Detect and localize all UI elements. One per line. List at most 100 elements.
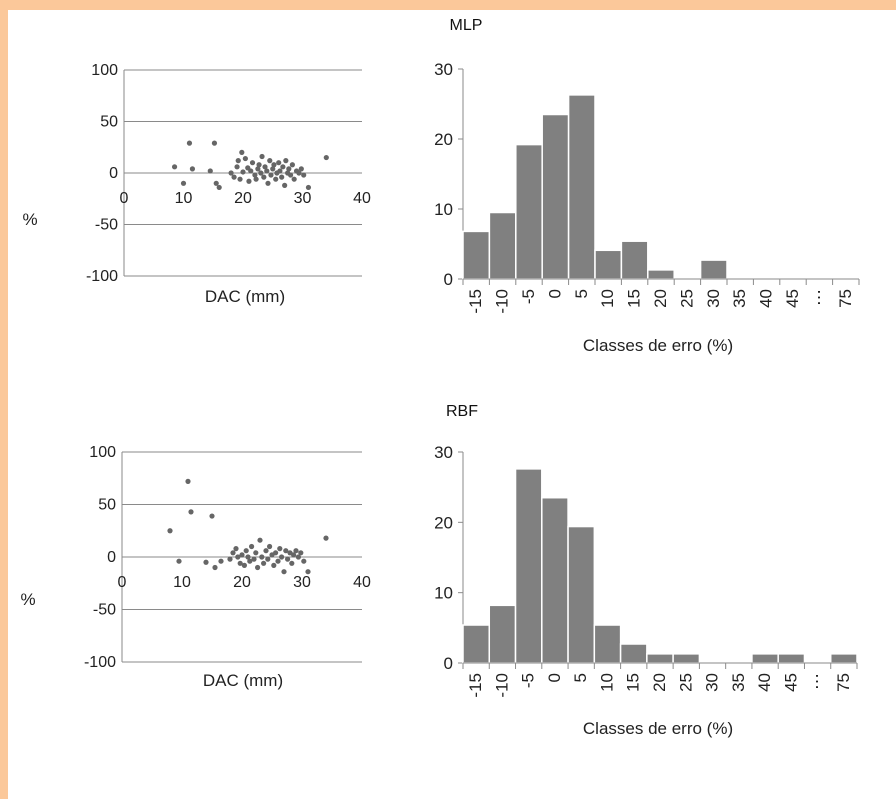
data-point-rbf-scatter-11 (235, 554, 241, 560)
x-tick-label-mlp-hist-7: 20 (651, 289, 670, 308)
data-point-rbf-scatter-25 (263, 548, 269, 554)
bar-mlp-hist-6 (620, 240, 649, 280)
data-point-rbf-scatter-3 (188, 509, 194, 515)
y-tick-label-rbf-scatter-4: -100 (84, 654, 116, 671)
x-tick-label-mlp-hist-12: 45 (783, 289, 802, 308)
data-point-rbf-scatter-20 (253, 550, 259, 556)
x-tick-label-mlp-scatter-2: 20 (234, 190, 252, 207)
y-axis-label-rbf-scatter: % (20, 590, 35, 609)
data-point-mlp-scatter-12 (237, 176, 243, 182)
data-point-mlp-scatter-51 (305, 184, 312, 191)
data-point-mlp-scatter-48 (296, 170, 302, 176)
title-mlp: MLP (450, 17, 483, 34)
bar-rbf-hist-12 (777, 653, 806, 664)
x-tick-label-mlp-hist-9: 30 (704, 289, 723, 308)
y-tick-label-mlp-hist-2: 10 (434, 200, 453, 219)
data-point-mlp-scatter-15 (242, 155, 248, 162)
data-point-mlp-scatter-34 (273, 176, 279, 182)
x-tick-label-rbf-hist-9: 30 (703, 673, 722, 692)
data-point-mlp-scatter-14 (240, 169, 246, 175)
x-tick-label-rbf-hist-8: 25 (676, 673, 695, 692)
data-point-rbf-scatter-6 (212, 564, 218, 571)
data-point-mlp-scatter-29 (265, 180, 271, 186)
data-point-mlp-scatter-31 (268, 172, 274, 178)
data-point-rbf-scatter-35 (283, 548, 289, 554)
x-tick-label-rbf-scatter-4: 40 (353, 574, 371, 591)
data-point-mlp-scatter-43 (286, 166, 292, 172)
x-tick-label-mlp-hist-6: 15 (625, 289, 644, 308)
data-point-mlp-scatter-19 (249, 160, 256, 166)
data-point-mlp-scatter-33 (271, 162, 277, 168)
y-tick-label-mlp-scatter-1: 50 (100, 114, 118, 131)
data-point-rbf-scatter-16 (245, 554, 251, 560)
data-point-rbf-scatter-12 (237, 560, 243, 566)
data-point-rbf-scatter-9 (230, 550, 236, 556)
data-point-mlp-scatter-22 (255, 166, 261, 172)
data-point-rbf-scatter-15 (243, 548, 249, 554)
bar-mlp-hist-2 (515, 143, 543, 280)
data-point-rbf-scatter-38 (289, 560, 295, 566)
x-tick-label-mlp-hist-0: -15 (466, 289, 485, 314)
x-tick-label-mlp-hist-13: ⋯ (809, 289, 828, 306)
data-point-rbf-scatter-0 (167, 528, 173, 534)
data-point-mlp-scatter-3 (189, 166, 196, 172)
y-tick-label-rbf-scatter-3: -50 (93, 602, 116, 619)
data-point-mlp-scatter-27 (262, 164, 268, 170)
data-point-rbf-scatter-19 (251, 556, 257, 562)
x-tick-label-rbf-hist-10: 35 (729, 673, 748, 692)
data-point-mlp-scatter-9 (231, 174, 237, 180)
x-tick-label-mlp-scatter-3: 30 (294, 190, 312, 207)
bar-rbf-hist-11 (751, 653, 779, 664)
data-point-mlp-scatter-20 (252, 172, 258, 178)
data-point-mlp-scatter-17 (246, 178, 252, 184)
x-tick-label-rbf-hist-13: ⋯ (808, 673, 827, 690)
x-tick-label-mlp-hist-4: 5 (572, 289, 591, 298)
x-tick-label-rbf-hist-3: 0 (545, 673, 564, 682)
data-point-rbf-scatter-14 (241, 562, 247, 569)
data-point-mlp-scatter-10 (234, 164, 240, 170)
x-tick-label-mlp-hist-2: -5 (519, 289, 538, 304)
data-point-mlp-scatter-18 (248, 168, 254, 174)
data-point-mlp-scatter-36 (276, 160, 282, 166)
x-tick-label-rbf-hist-11: 40 (755, 673, 774, 692)
data-point-rbf-scatter-32 (277, 546, 283, 552)
x-tick-label-rbf-scatter-1: 10 (173, 574, 191, 591)
data-point-mlp-scatter-8 (228, 170, 234, 176)
data-point-mlp-scatter-6 (213, 180, 219, 186)
x-tick-label-rbf-scatter-3: 30 (293, 574, 311, 591)
data-point-rbf-scatter-42 (298, 550, 304, 556)
x-tick-label-rbf-hist-7: 20 (650, 673, 669, 692)
data-point-mlp-scatter-26 (261, 174, 267, 180)
data-point-rbf-scatter-29 (271, 562, 277, 569)
x-tick-label-mlp-scatter-1: 10 (175, 190, 193, 207)
data-point-mlp-scatter-46 (291, 176, 297, 182)
x-tick-label-mlp-hist-10: 35 (730, 289, 749, 308)
data-point-rbf-scatter-34 (281, 569, 287, 575)
bar-mlp-hist-9 (699, 259, 728, 280)
data-point-mlp-scatter-40 (282, 182, 288, 188)
data-point-mlp-scatter-39 (280, 164, 286, 170)
bar-rbf-hist-5 (593, 624, 622, 664)
bar-mlp-hist-4 (567, 94, 596, 280)
data-point-rbf-scatter-27 (267, 543, 273, 550)
data-point-mlp-scatter-38 (279, 174, 285, 180)
data-point-rbf-scatter-31 (275, 558, 281, 564)
y-tick-label-rbf-hist-0: 30 (434, 443, 453, 462)
bar-rbf-hist-14 (829, 653, 858, 664)
x-tick-label-rbf-hist-4: 5 (571, 673, 590, 682)
data-point-mlp-scatter-32 (270, 166, 276, 172)
data-point-rbf-scatter-7 (218, 558, 224, 564)
y-tick-label-mlp-scatter-4: -100 (86, 268, 118, 285)
data-point-mlp-scatter-13 (239, 149, 245, 155)
y-tick-label-mlp-hist-1: 20 (434, 130, 453, 149)
data-point-rbf-scatter-2 (185, 478, 191, 484)
data-point-rbf-scatter-39 (291, 552, 297, 558)
x-tick-label-rbf-hist-6: 15 (624, 673, 643, 692)
data-point-rbf-scatter-40 (293, 548, 299, 554)
data-point-rbf-scatter-21 (255, 564, 261, 571)
data-point-mlp-scatter-23 (256, 162, 262, 168)
bar-mlp-hist-5 (594, 249, 623, 280)
data-point-mlp-scatter-44 (288, 172, 294, 178)
